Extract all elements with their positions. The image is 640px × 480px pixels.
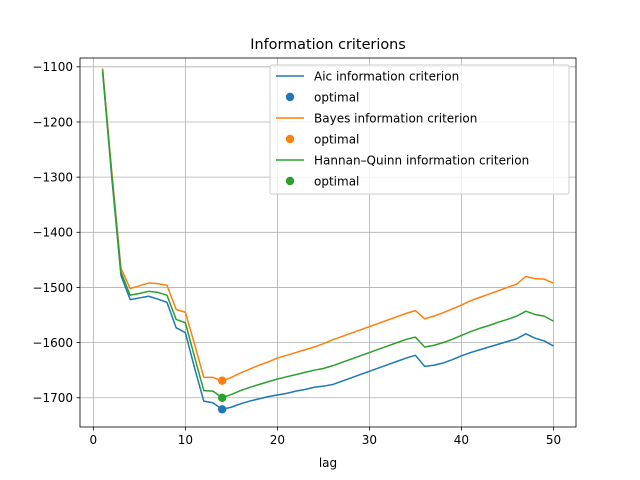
series-lines bbox=[101, 68, 554, 411]
optimal-point-aic-information-criterion bbox=[217, 405, 227, 414]
x-tick-label: 40 bbox=[454, 433, 469, 447]
y-tick-label: −1100 bbox=[32, 60, 73, 74]
series-line-aic-information-criterion bbox=[101, 71, 554, 411]
legend-marker-swatch bbox=[285, 92, 295, 102]
optimal-point-bayes-information-criterion bbox=[217, 376, 227, 385]
legend-label: Bayes information criterion bbox=[314, 111, 477, 125]
legend-label: optimal bbox=[314, 90, 359, 104]
optimal-point-hannan-quinn-information-criterion bbox=[217, 393, 227, 402]
series-line-hannan-quinn-information-criterion bbox=[101, 69, 554, 399]
y-tick-label: −1700 bbox=[32, 391, 73, 405]
axes-frame bbox=[79, 57, 577, 428]
legend-label: optimal bbox=[314, 132, 359, 146]
legend-label: Aic information criterion bbox=[314, 69, 459, 83]
axis-ticks: 0 10 20 30 40 50 −1700 −1600 −1500 −1400 −1300 −120… bbox=[32, 60, 561, 447]
chart-title: Information criterions bbox=[250, 37, 406, 53]
legend-label: optimal bbox=[314, 174, 359, 188]
x-tick-label: 30 bbox=[362, 433, 377, 447]
legend-label: Hannan–Quinn information criterion bbox=[314, 153, 529, 167]
y-tick-label: −1400 bbox=[32, 226, 73, 240]
optimal-markers bbox=[217, 376, 227, 414]
legend: Aic information criterion optimal Bayes in… bbox=[269, 64, 570, 195]
x-axis-label: lag bbox=[319, 456, 337, 470]
legend-box bbox=[269, 64, 570, 195]
y-tick-label: −1300 bbox=[32, 170, 73, 184]
y-tick-label: −1200 bbox=[32, 115, 73, 129]
y-tick-label: −1600 bbox=[32, 336, 73, 350]
series-line-bayes-information-criterion bbox=[101, 68, 554, 382]
x-tick-label: 0 bbox=[90, 433, 98, 447]
x-tick-label: 50 bbox=[546, 433, 561, 447]
x-tick-label: 20 bbox=[270, 433, 285, 447]
x-tick-label: 10 bbox=[178, 433, 193, 447]
legend-marker-swatch bbox=[285, 176, 295, 186]
legend-marker-swatch bbox=[285, 134, 295, 144]
y-tick-label: −1500 bbox=[32, 281, 73, 295]
